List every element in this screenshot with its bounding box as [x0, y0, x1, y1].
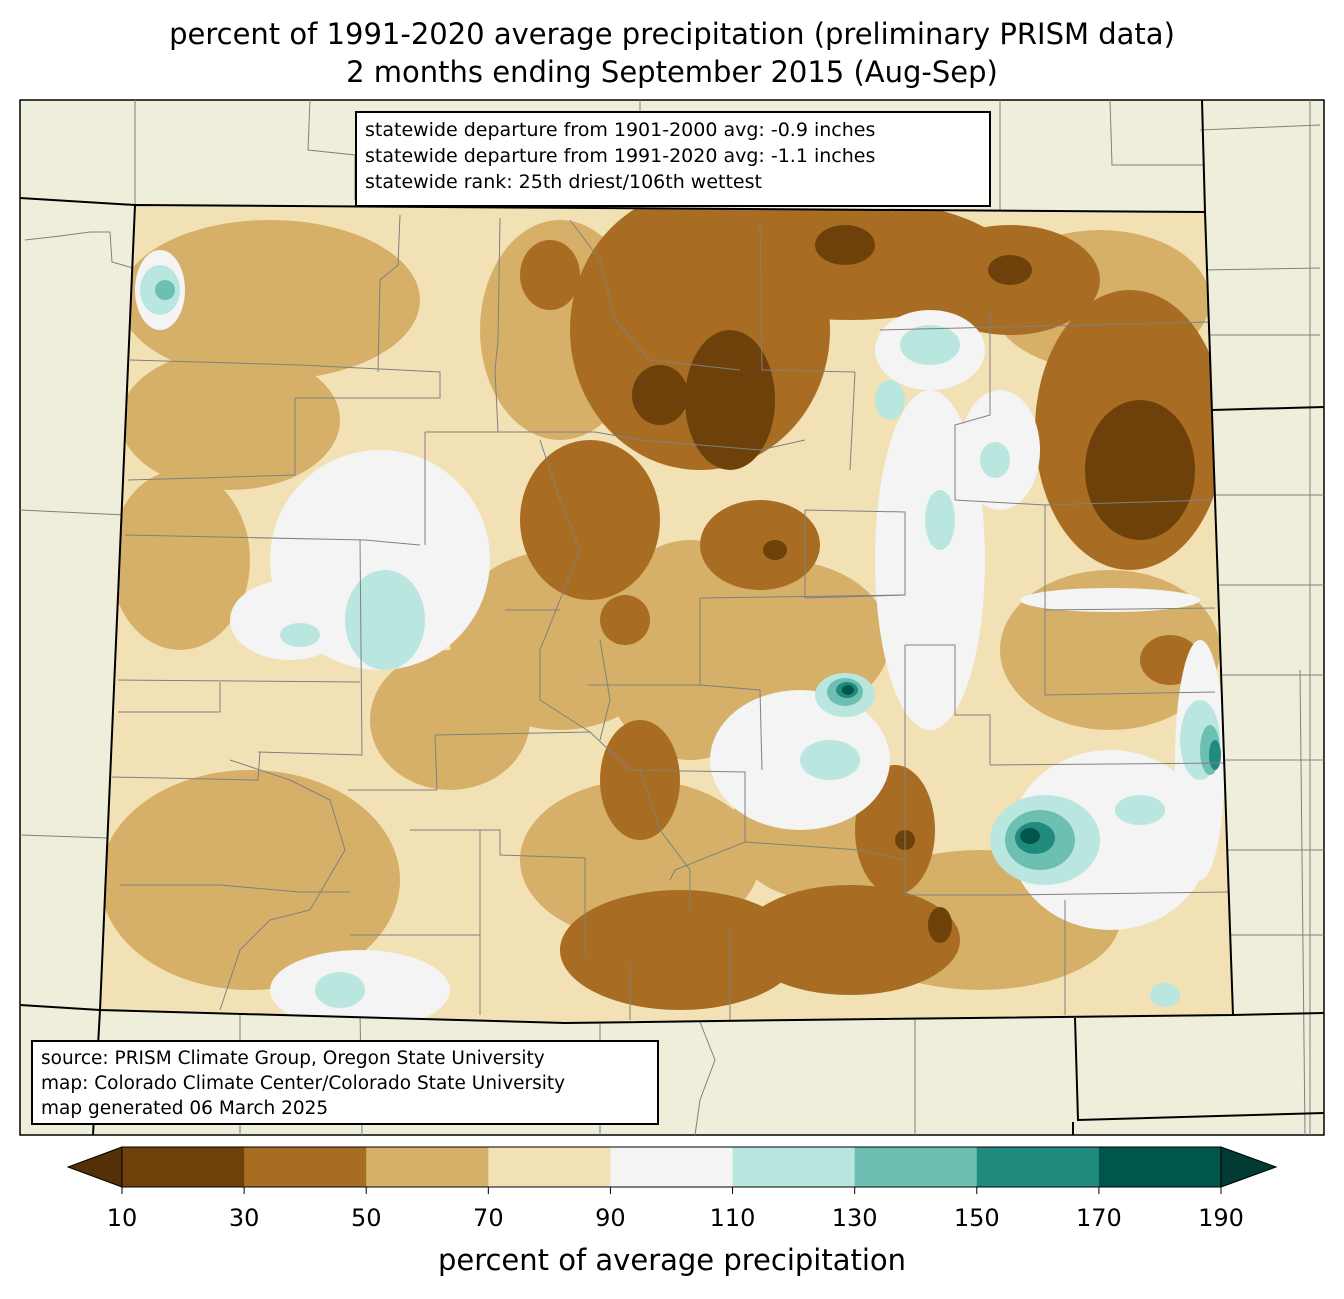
map-title-line1: percent of 1991-2020 average precipitati… — [169, 17, 1175, 51]
colorbar-tick-label: 170 — [1075, 1204, 1122, 1232]
source-line3: map generated 06 March 2025 — [41, 1098, 329, 1119]
colorbar-over-arrow — [1220, 1146, 1278, 1188]
colorbar — [66, 1146, 1278, 1194]
colorbar-segment — [610, 1147, 734, 1187]
colorbar-segment — [488, 1147, 611, 1187]
colorbar-segment — [366, 1147, 489, 1187]
colorbar-segment — [976, 1147, 1100, 1187]
colorbar-segment — [732, 1147, 856, 1187]
colorbar-segment — [122, 1147, 245, 1187]
colorbar-under-arrow — [66, 1146, 123, 1188]
source-line2: map: Colorado Climate Center/Colorado St… — [41, 1073, 566, 1094]
neighbor-state-borders — [19, 99, 1325, 1136]
colorbar-segment — [244, 1147, 367, 1187]
colorbar-tick-label: 10 — [106, 1204, 138, 1232]
colorbar-tick-label: 90 — [595, 1204, 626, 1232]
precip-field — [100, 205, 1233, 1023]
stats-line3: statewide rank: 25th driest/106th wettes… — [365, 171, 762, 193]
colorbar-tick-label: 130 — [831, 1204, 878, 1232]
source-box: source: PRISM Climate Group, Oregon Stat… — [31, 1040, 659, 1125]
colorbar-label: percent of average precipitation — [437, 1243, 907, 1277]
stats-line2: statewide departure from 1991-2020 avg: … — [365, 145, 876, 167]
colorbar-tick-label: 30 — [228, 1204, 260, 1232]
colorbar-segment — [854, 1147, 978, 1187]
source-line1: source: PRISM Climate Group, Oregon Stat… — [41, 1048, 545, 1069]
map-title-line2: 2 months ending September 2015 (Aug-Sep) — [346, 55, 998, 89]
colorbar-tick-label: 70 — [473, 1204, 504, 1232]
colorbar-tick-label: 150 — [953, 1204, 1000, 1232]
colorbar-tick-label: 190 — [1198, 1204, 1244, 1232]
colorbar-tick-label: 110 — [709, 1204, 756, 1232]
colorbar-tick-label: 50 — [350, 1204, 382, 1232]
neighbor-county-lines — [19, 99, 1324, 1136]
colorado-county-lines — [111, 214, 1229, 1020]
colorbar-frame — [121, 1146, 1222, 1188]
colorbar-segment — [1098, 1147, 1222, 1187]
statewide-stats-box: statewide departure from 1901-2000 avg: … — [355, 111, 991, 207]
stats-line1: statewide departure from 1901-2000 avg: … — [365, 119, 876, 141]
